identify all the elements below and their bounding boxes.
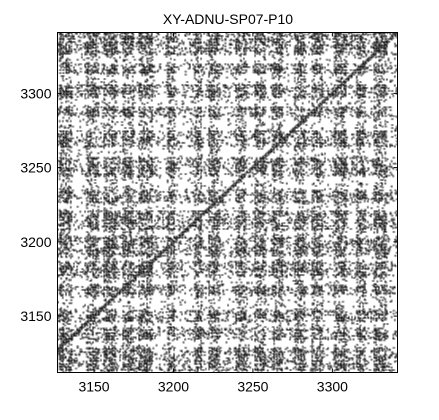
x-tick-label: 3200 bbox=[158, 379, 189, 395]
y-tick-label: 3300 bbox=[20, 85, 51, 101]
plot-frame bbox=[57, 32, 398, 373]
x-axis: 3150 3200 3250 3300 bbox=[78, 32, 348, 395]
plot-marks bbox=[57, 32, 398, 373]
y-axis: 3150 3200 3250 3300 bbox=[20, 85, 398, 324]
x-tick-label: 3250 bbox=[237, 379, 268, 395]
y-tick-label: 3200 bbox=[20, 234, 51, 250]
recurrence-marks-image bbox=[57, 32, 398, 373]
x-tick-label: 3300 bbox=[317, 379, 348, 395]
y-tick-label: 3250 bbox=[20, 160, 51, 176]
y-tick-label: 3150 bbox=[20, 308, 51, 324]
x-tick-label: 3150 bbox=[78, 379, 109, 395]
chart-title: XY-ADNU-SP07-P10 bbox=[163, 11, 293, 27]
